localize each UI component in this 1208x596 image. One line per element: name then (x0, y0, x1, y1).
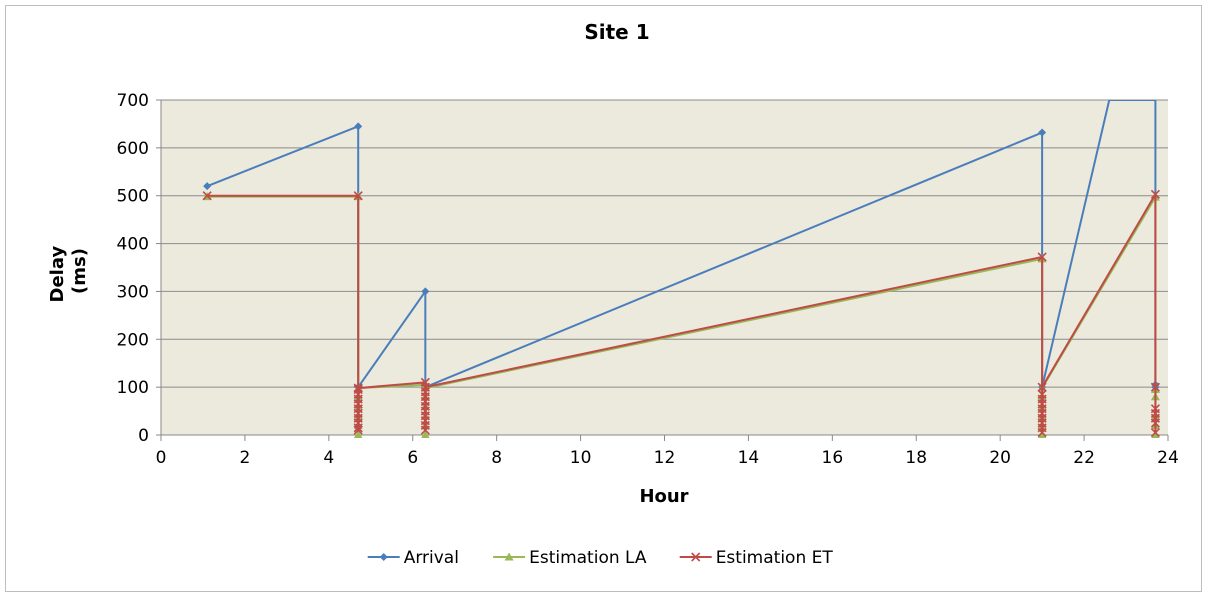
data-point-estimation-et (1150, 189, 1160, 199)
y-axis-title-line-2: (ms) (69, 248, 90, 294)
series-layer (202, 100, 1160, 438)
x-tick-label: 22 (1073, 448, 1095, 468)
data-point-estimation-et (202, 191, 212, 201)
data-point-estimation-la (1151, 430, 1160, 438)
data-point-estimation-et (1037, 389, 1047, 399)
data-point-estimation-la (353, 430, 363, 438)
data-point-estimation-et (1037, 382, 1047, 392)
y-tick-label: 400 (117, 235, 149, 255)
x-axis-ticks: 0 2 4 6 8 10 12 14 16 18 20 22 24 (156, 435, 1179, 468)
x-axis-title: Hour (639, 486, 688, 507)
data-point-estimation-et (353, 384, 363, 395)
y-tick-label: 100 (117, 378, 149, 398)
data-point-arrival (203, 182, 212, 191)
data-point-estimation-et (1150, 404, 1160, 414)
chart-title: Site 1 (584, 20, 649, 44)
data-point-estimation-et (1150, 428, 1160, 438)
series-estimation-et (202, 189, 1160, 438)
legend-item-estimation-la: Estimation LA (493, 548, 647, 568)
y-tick-label: 700 (117, 91, 149, 111)
data-point-estimation-et (353, 425, 363, 435)
x-tick-label: 12 (654, 448, 676, 468)
x-tick-label: 20 (989, 448, 1011, 468)
y-tick-label: 300 (117, 282, 149, 302)
legend-marker (504, 552, 514, 561)
data-point-arrival (1038, 128, 1047, 137)
data-point-arrival (421, 287, 430, 296)
x-tick-label: 16 (822, 448, 844, 468)
y-tick-label: 600 (117, 139, 149, 159)
legend-label: Arrival (404, 548, 459, 568)
x-tick-label: 4 (323, 448, 334, 468)
legend-marker (691, 552, 701, 562)
legend-item-estimation-et: Estimation ET (679, 548, 834, 568)
y-tick-label: 200 (117, 330, 149, 350)
legend-label: Estimation LA (529, 548, 647, 568)
x-tick-label: 14 (738, 448, 760, 468)
x-tick-label: 10 (570, 448, 592, 468)
x-tick-label: 0 (156, 448, 167, 468)
y-axis-ticks: 0 100 200 300 400 500 600 700 (117, 91, 161, 446)
legend: Arrival Estimation LA Estimation ET (367, 548, 834, 568)
legend-label: Estimation ET (716, 548, 834, 568)
data-point-estimation-et (420, 387, 430, 397)
data-point-estimation-et (353, 191, 363, 201)
series-line-estimation-et (207, 193, 1157, 434)
x-tick-label: 8 (491, 448, 502, 468)
data-point-estimation-la (1037, 430, 1047, 438)
plot-area (161, 100, 1168, 435)
chart-frame: Site 1 0 100 200 300 400 500 600 700 0 2 4 6 8 10 12 1… (5, 5, 1202, 592)
x-tick-label: 6 (407, 448, 418, 468)
y-tick-label: 500 (117, 187, 149, 207)
y-tick-label: 0 (138, 426, 149, 446)
data-point-estimation-la (421, 430, 430, 438)
y-axis-title-line-1: Delay (47, 246, 68, 303)
legend-item-arrival: Arrival (367, 548, 459, 568)
x-tick-label: 24 (1157, 448, 1179, 468)
x-tick-label: 18 (905, 448, 927, 468)
data-point-estimation-et (1037, 252, 1047, 262)
data-point-arrival (354, 122, 363, 131)
legend-marker (379, 553, 388, 561)
y-axis-title: Delay (ms) (47, 240, 90, 303)
x-tick-label: 2 (240, 448, 251, 468)
data-point-estimation-et (1150, 382, 1160, 392)
